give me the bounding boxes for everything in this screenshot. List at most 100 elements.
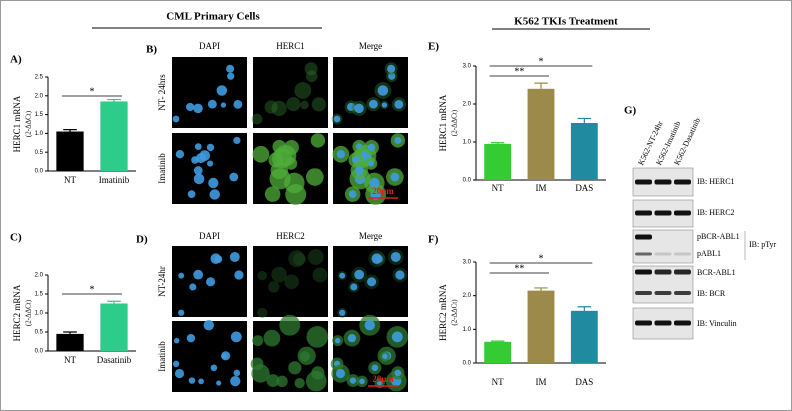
bar [570,310,598,363]
blot-band [654,179,672,185]
nucleus [178,272,185,279]
nucleus [394,136,402,145]
panel-label: G) [624,105,637,117]
cell-stain [286,97,301,112]
micrograph [253,246,328,318]
cell-stain [284,139,299,155]
error-bar [107,300,121,304]
nucleus [394,99,404,109]
blot-band [654,291,672,295]
y-tick-label: 2.5 [35,75,44,81]
y-tick-label: 0.5 [35,150,44,156]
bar [56,131,84,171]
cell-stain [251,113,263,125]
nucleus [334,337,341,344]
y-axis-label: HERC2 mRNA [12,284,22,341]
panel-label: C) [10,232,22,244]
nucleus [368,160,375,167]
cell-stain [284,274,299,290]
nucleus [203,319,215,331]
nucleus [390,252,401,262]
nucleus [377,380,383,386]
nucleus [382,353,388,359]
nucleus [178,309,185,316]
nucleus [354,166,364,175]
bar [484,341,512,363]
nucleus [359,378,365,385]
blot-band [635,210,652,216]
nucleus [174,368,185,379]
nucleus [233,99,243,109]
nucleus [172,115,180,123]
panel-label: F) [428,234,439,246]
y-tick-label: 3.0 [463,260,472,266]
cell-stain [271,100,287,117]
y-tick-label: 1.0 [35,311,44,317]
cell-stain [310,133,326,148]
nucleus [199,150,211,161]
cell-stain [288,361,302,375]
blot-band [674,210,691,216]
nucleus [347,102,356,112]
micrograph [252,133,328,205]
nucleus [216,85,228,96]
y-tick-label: 1.0 [463,140,472,146]
bar [100,101,128,171]
cell-stain [264,100,278,114]
header: CML Primary Cells [166,11,260,23]
blot-band [635,179,652,185]
nucleus [175,150,185,159]
y-axis-unit: (2-ΔΔCt) [25,110,33,137]
blot-band [654,320,672,326]
nucleus [227,72,235,80]
nucleus [371,253,382,264]
error-bar [490,142,505,144]
nucleus [352,156,360,164]
nucleus [233,136,241,145]
significance-label: * [539,253,544,264]
nucleus [220,102,227,108]
blot-band [635,320,652,326]
blot-band [654,210,672,216]
micrograph-bg [333,57,408,128]
nucleus [387,64,396,73]
nucleus [339,272,346,279]
bar [527,88,555,180]
column-label: Merge [359,231,382,241]
bar [570,123,598,180]
y-tick-label: 1.0 [35,131,44,137]
nucleus [381,102,388,108]
scale-bar-label: 20μm [372,186,394,196]
row-label: Imatinib [157,153,167,184]
y-axis-label: HERC1 mRNA [12,95,22,152]
cell-stain [306,168,324,186]
nucleus [193,166,203,175]
nucleus [368,99,378,109]
y-axis-label: HERC1 mRNA [438,94,448,151]
x-tick-label: DAS [575,377,593,387]
blot-label: pABL1 [697,249,721,258]
cell-stain [251,364,270,383]
nucleus [186,333,196,343]
x-tick-label: IM [536,183,547,193]
micrograph [172,246,247,317]
nucleus [339,309,346,316]
nucleus [207,160,214,167]
bar [56,333,84,351]
blot-label: IB: HERC1 [697,177,735,186]
nucleus [233,369,241,377]
cell-stain [270,161,288,180]
nucleus [188,377,196,384]
cell-stain [264,186,281,202]
y-tick-label: 0.0 [463,178,472,184]
nucleus [391,331,403,343]
significance-label: ** [514,66,524,77]
y-axis-unit: (2-ΔΔCt) [25,299,33,326]
micrograph [172,57,247,128]
nucleus [364,319,376,331]
error-bar [534,82,548,89]
x-tick-label: NT [492,183,504,193]
nucleus [377,85,389,96]
nucleus [210,364,218,372]
panel-label: A) [10,54,22,66]
